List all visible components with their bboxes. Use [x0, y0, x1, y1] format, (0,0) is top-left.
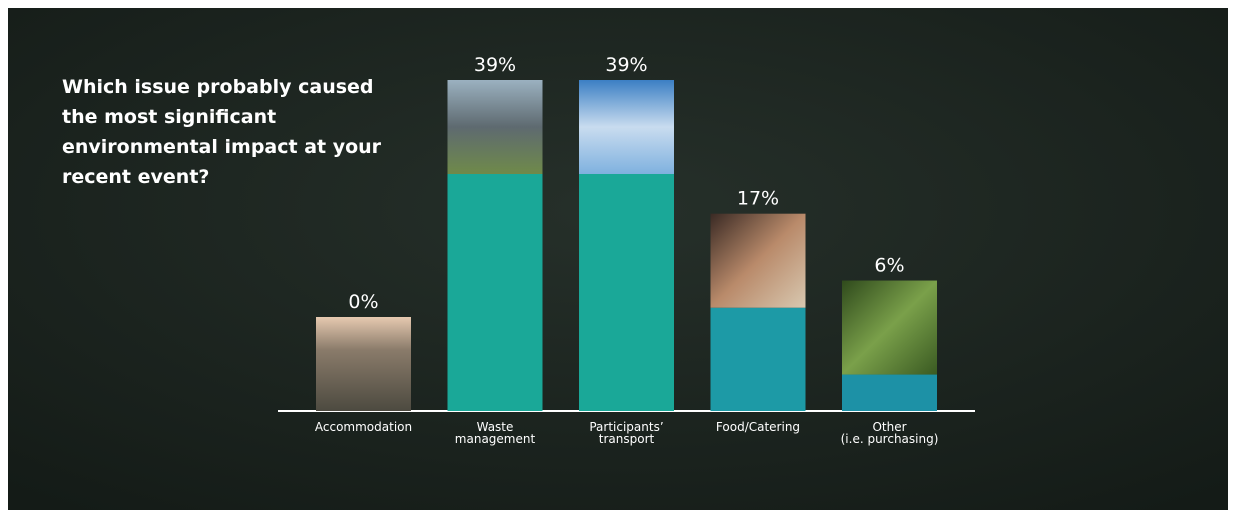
- bar: [710, 307, 806, 411]
- value-label: 6%: [874, 255, 904, 277]
- x-tick-label: management: [455, 432, 536, 446]
- bar-photo: [710, 213, 806, 308]
- bar-photo: [579, 80, 674, 174]
- x-tick-label: (i.e. purchasing): [841, 432, 939, 446]
- bar: [447, 174, 543, 411]
- value-label: 39%: [474, 54, 516, 76]
- x-tick-label: Waste: [477, 420, 514, 434]
- value-label: 17%: [737, 188, 779, 210]
- x-tick-label: Accommodation: [315, 420, 412, 434]
- x-tick-label: transport: [599, 432, 655, 446]
- bar-photo: [842, 280, 937, 375]
- bar-photo: [447, 80, 543, 174]
- bar: [579, 174, 674, 411]
- value-label: 0%: [348, 291, 378, 313]
- chart-title: Which issue probably caused the most sig…: [62, 76, 382, 188]
- x-tick-label: Food/Catering: [716, 420, 800, 434]
- x-tick-label: Participants’: [589, 420, 663, 434]
- bar-photo: [316, 317, 411, 411]
- x-tick-label: Other: [872, 420, 906, 434]
- page-number: 14: [1194, 510, 1212, 518]
- value-label: 39%: [605, 54, 647, 76]
- bar: [842, 374, 937, 411]
